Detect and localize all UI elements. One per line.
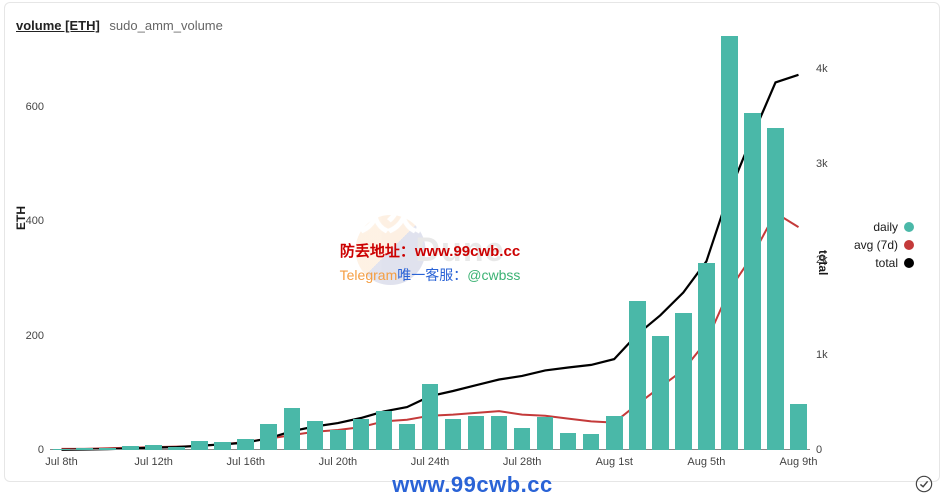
x-tick: Jul 12th	[134, 450, 173, 468]
bar-daily	[76, 448, 93, 450]
bar-daily	[445, 419, 462, 450]
bar-daily	[399, 424, 416, 450]
y-tick: 600	[26, 101, 50, 113]
bar-daily	[214, 442, 231, 450]
bar-daily	[353, 419, 370, 450]
footer-watermark: www.99cwb.cc	[392, 472, 552, 498]
bar-daily	[560, 433, 577, 450]
x-tick: Aug 1st	[596, 450, 633, 468]
bar-daily	[652, 336, 669, 450]
chart-title: volume [ETH]	[16, 18, 100, 33]
bar-daily	[721, 36, 738, 450]
bar-daily	[376, 411, 393, 450]
legend-label: avg (7d)	[854, 238, 898, 252]
y2-tick: 1k	[810, 349, 828, 361]
legend: daily avg (7d) total	[854, 220, 914, 274]
plot-area: Dune 久久超文本 防丢地址：www.99cwb.cc Telegram唯一客…	[50, 50, 810, 450]
legend-swatch	[904, 222, 914, 232]
bar-daily	[468, 416, 485, 450]
bar-daily	[284, 408, 301, 450]
x-tick: Jul 16th	[226, 450, 265, 468]
bar-daily	[53, 449, 70, 450]
bar-daily	[675, 313, 692, 450]
bar-daily	[145, 445, 162, 450]
y-tick: 200	[26, 330, 50, 342]
bar-daily	[122, 446, 139, 450]
x-tick: Jul 28th	[503, 450, 542, 468]
bar-daily	[237, 439, 254, 450]
legend-swatch	[904, 240, 914, 250]
chart-header: volume [ETH] sudo_amm_volume	[16, 18, 223, 33]
bar-daily	[744, 113, 761, 450]
bar-daily	[790, 404, 807, 450]
legend-item[interactable]: daily	[854, 220, 914, 234]
legend-label: daily	[873, 220, 898, 234]
bar-daily	[260, 424, 277, 450]
bar-daily	[583, 434, 600, 450]
bar-daily	[491, 416, 508, 450]
legend-item[interactable]: avg (7d)	[854, 238, 914, 252]
bar-daily	[629, 301, 646, 450]
x-tick: Aug 9th	[780, 450, 818, 468]
x-tick: Jul 8th	[45, 450, 77, 468]
legend-swatch	[904, 258, 914, 268]
bar-daily	[422, 384, 439, 450]
y2-tick: 4k	[810, 63, 828, 75]
bar-daily	[606, 416, 623, 450]
bar-daily	[514, 428, 531, 450]
verified-check-icon	[915, 475, 933, 493]
x-tick: Aug 5th	[687, 450, 725, 468]
bar-daily	[168, 447, 185, 450]
bar-daily	[537, 417, 554, 450]
y2-tick: 3k	[810, 158, 828, 170]
bar-daily	[330, 430, 347, 450]
bar-daily	[307, 421, 324, 450]
bar-daily	[99, 448, 116, 450]
legend-label: total	[875, 256, 898, 270]
y-tick: 400	[26, 215, 50, 227]
chart-query-name: sudo_amm_volume	[109, 18, 222, 33]
x-tick: Jul 24th	[411, 450, 450, 468]
legend-item[interactable]: total	[854, 256, 914, 270]
x-tick: Jul 20th	[319, 450, 358, 468]
bar-daily	[767, 128, 784, 450]
bar-daily	[191, 441, 208, 450]
y2-tick: 2k	[810, 254, 828, 266]
bar-daily	[698, 263, 715, 450]
